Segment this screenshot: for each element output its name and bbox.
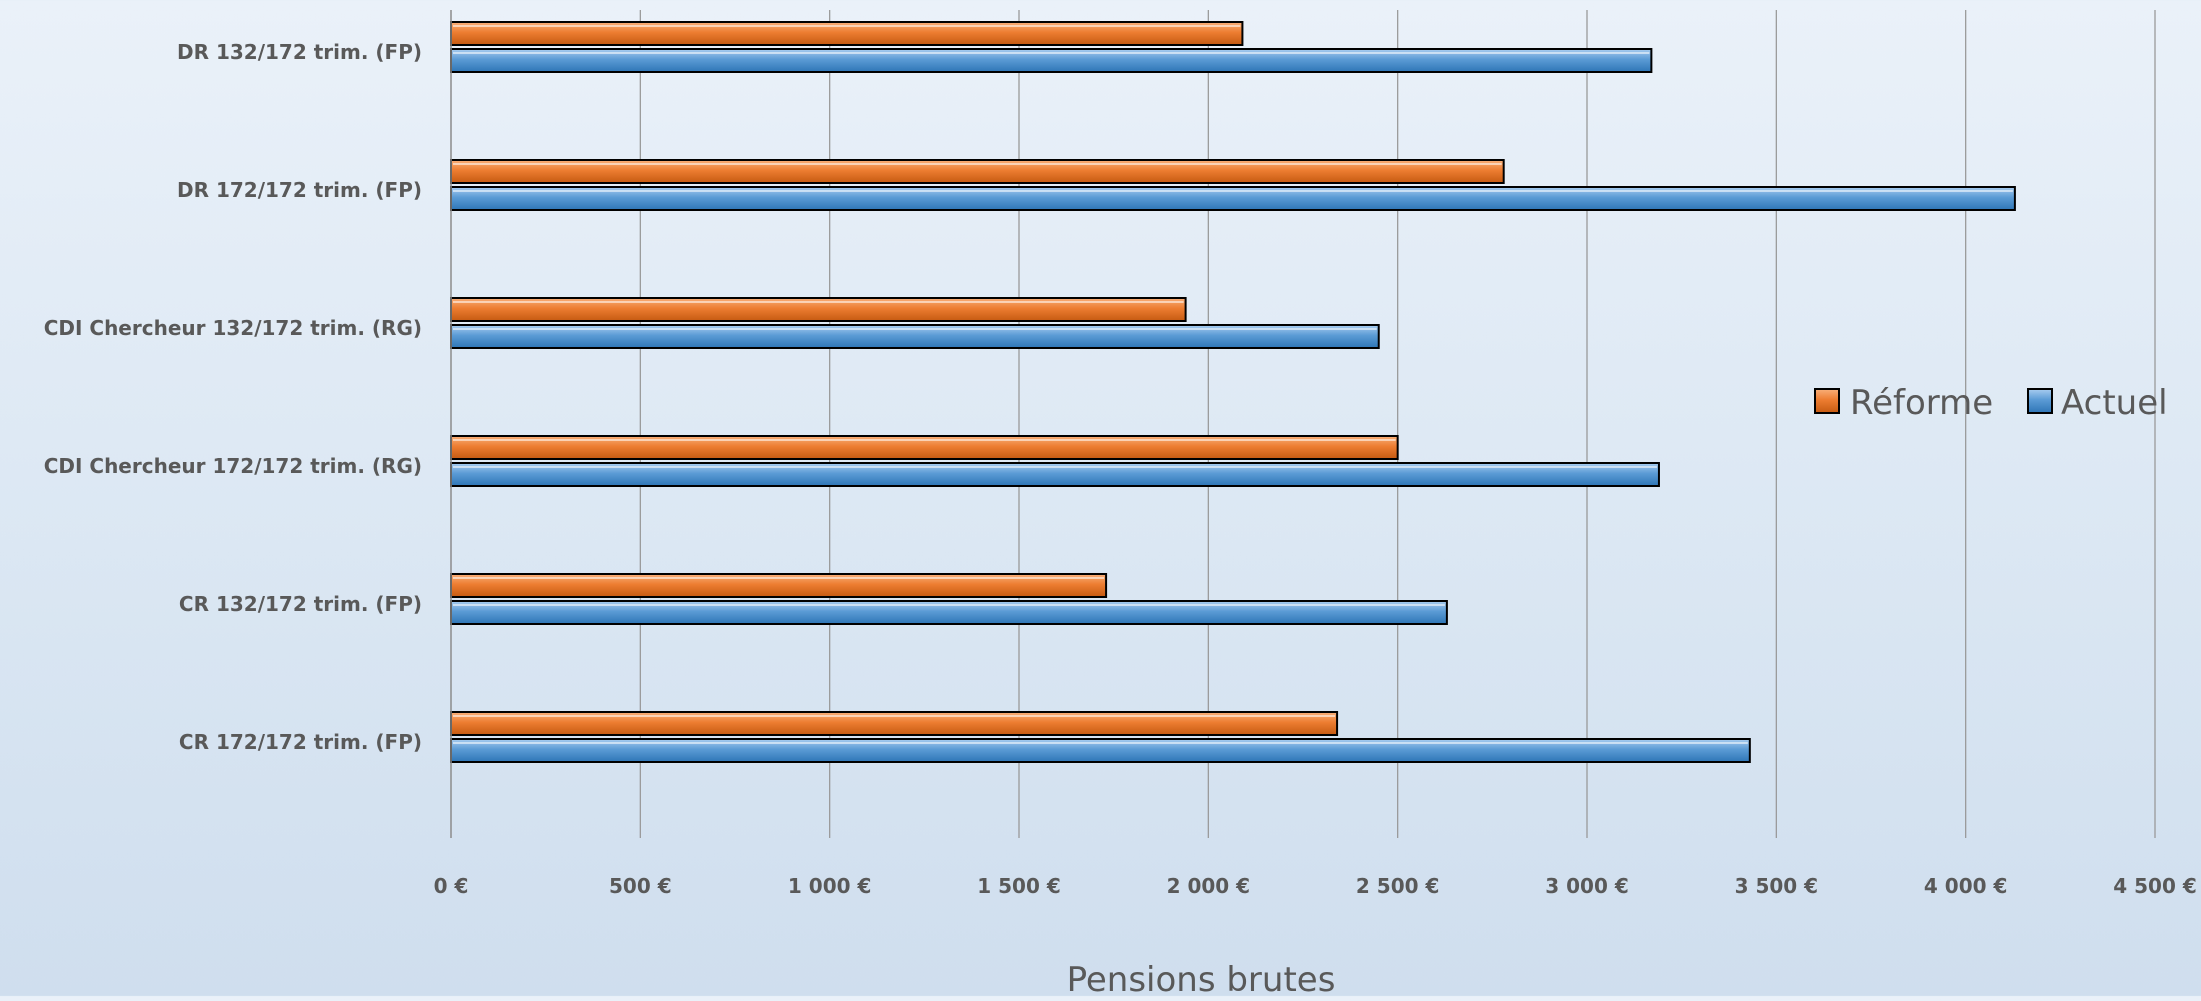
x-tick-label: 1 500 € — [977, 874, 1061, 898]
bars — [450, 21, 2016, 763]
legend-swatch — [1814, 388, 1840, 414]
x-tick-label: 3 500 € — [1735, 874, 1819, 898]
x-tick-labels: 0 € 500 € 1 000 € 1 500 € 2 000 € 2 500 € 3 00… — [434, 874, 2197, 898]
x-tick-label: 4 500 € — [2113, 874, 2197, 898]
legend-swatch — [2027, 388, 2053, 414]
x-tick-label: 1 000 € — [788, 874, 872, 898]
category-label: CR 132/172 trim. (FP) — [179, 592, 422, 616]
gridlines — [639, 10, 2156, 838]
legend: Réforme Actuel — [1814, 383, 2168, 423]
x-tick-label: 0 € — [434, 874, 469, 898]
x-tick-label: 2 000 € — [1167, 874, 1251, 898]
x-tick-label: 2 500 € — [1356, 874, 1440, 898]
category-label: CR 172/172 trim. (FP) — [179, 730, 422, 754]
x-axis-title: Pensions brutes — [1067, 960, 1336, 996]
category-label: CDI Chercheur 132/172 trim. (RG) — [44, 316, 422, 340]
legend-label: Réforme — [1850, 383, 1993, 423]
category-label: DR 132/172 trim. (FP) — [177, 40, 422, 64]
x-tick-label: 4 000 € — [1924, 874, 2008, 898]
category-labels: DR 132/172 trim. (FP) DR 172/172 trim. (F… — [44, 40, 422, 754]
x-tick-label: 3 000 € — [1545, 874, 1629, 898]
legend-label: Actuel — [2061, 383, 2168, 423]
category-label: CDI Chercheur 172/172 trim. (RG) — [44, 454, 422, 478]
category-label: DR 172/172 trim. (FP) — [177, 178, 422, 202]
x-tick-label: 500 € — [609, 874, 672, 898]
